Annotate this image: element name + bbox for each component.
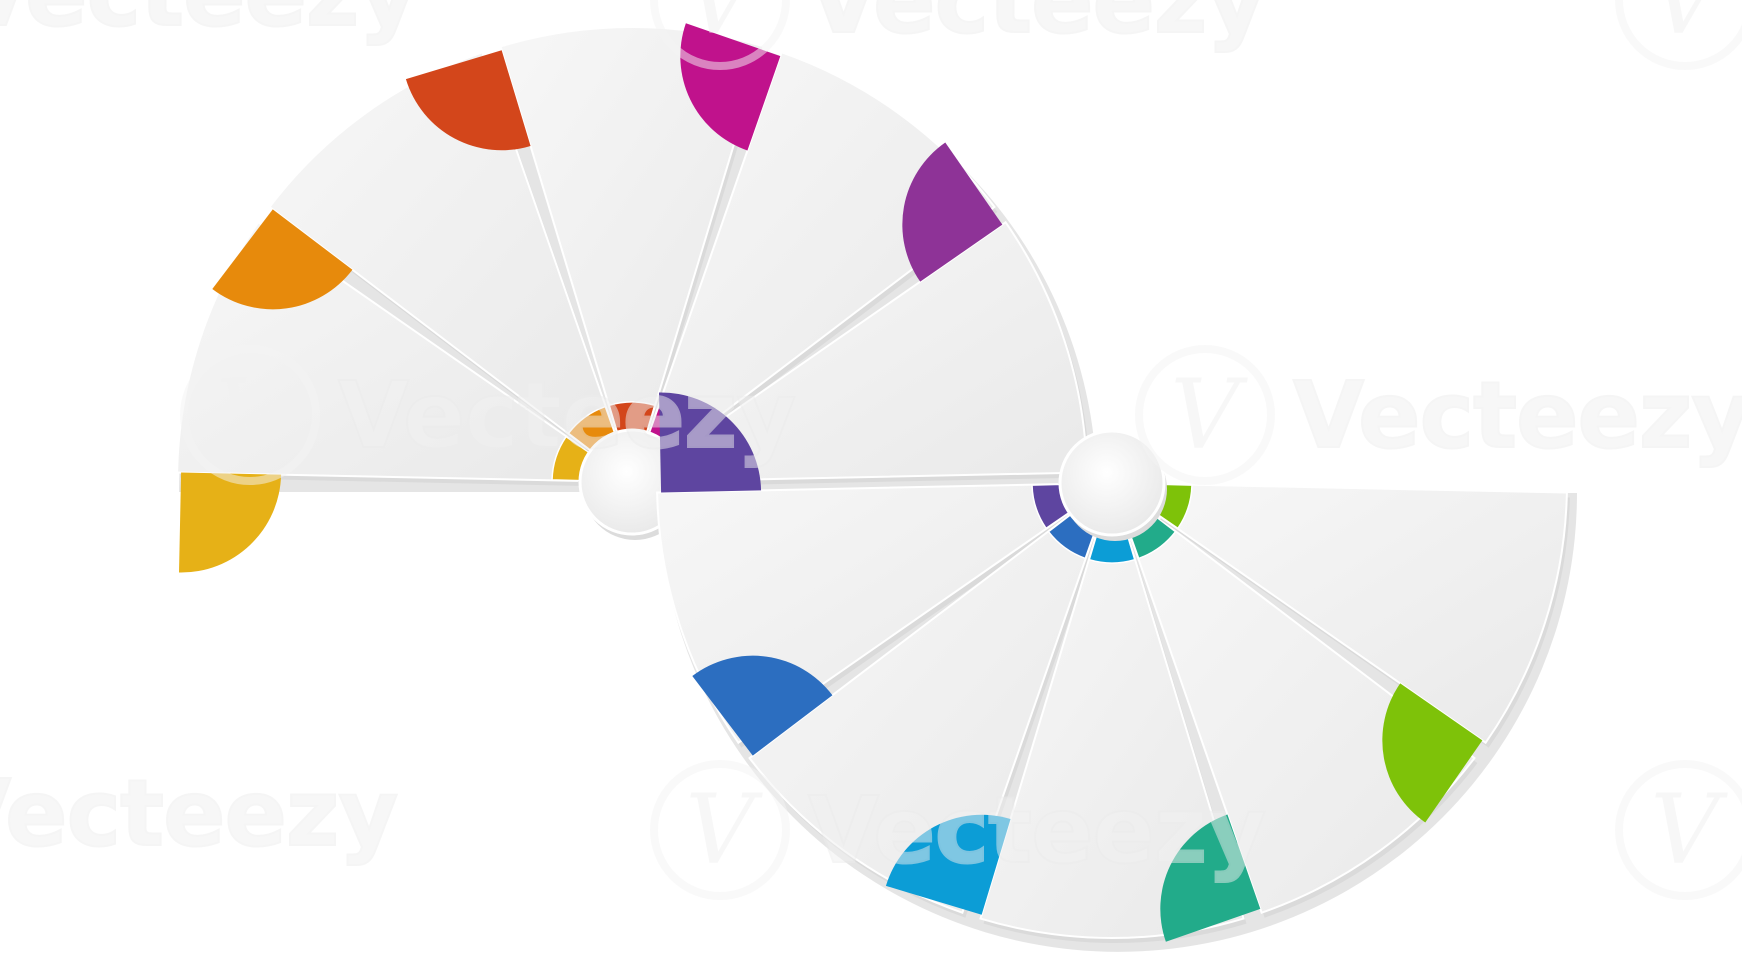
fan-segment: [692, 513, 1097, 918]
segment-color-badge: [212, 209, 353, 310]
fan-segment: [673, 142, 1090, 486]
segment-color-badge: [680, 23, 781, 151]
bottom-fan-wheel: [656, 392, 1577, 952]
segment-color-badge: [885, 814, 1011, 915]
hub-circle: [1058, 429, 1166, 537]
fan-segment: [1128, 513, 1478, 942]
fan-segment: [212, 51, 617, 454]
fan-segment: [1153, 483, 1570, 823]
fan-segment: [405, 26, 767, 435]
segment-color-badge: [692, 655, 833, 756]
segment-color-badge: [902, 142, 1003, 282]
fan-segment: [648, 23, 998, 454]
hub-ring-segment: [608, 401, 656, 434]
segment-color-badge: [1382, 683, 1483, 823]
segment-color-badge: [659, 392, 762, 493]
fan-segment: [885, 531, 1247, 943]
segment-color-badge: [1160, 814, 1261, 942]
top-fan-wheel: [176, 23, 1097, 573]
segment-color-badge: [405, 50, 531, 151]
segment-color-badge: [179, 472, 282, 573]
